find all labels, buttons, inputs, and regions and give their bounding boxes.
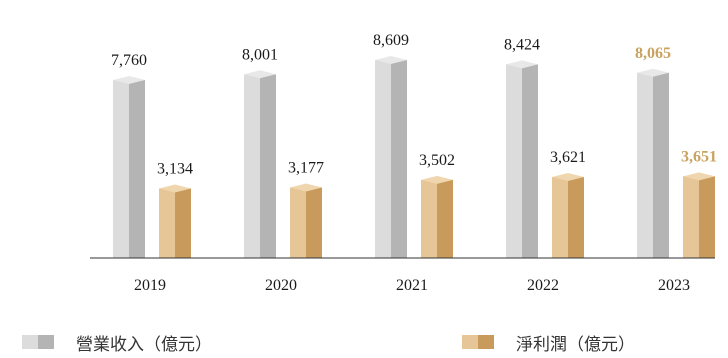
bar-chart: 7,760 3,134 8,001 3,177 8,609 3,502 8,424 3,621… xyxy=(90,32,717,294)
bar-revenue-2019-cap xyxy=(113,75,145,84)
profit-swatch xyxy=(462,335,494,349)
bar-revenue-2023-left-face xyxy=(637,72,653,258)
value-label-profit-2023: 3,651 xyxy=(681,148,717,165)
bar-profit-2019-cap xyxy=(159,184,191,193)
x-tick-label-2021: 2021 xyxy=(396,277,428,294)
bar-revenue-2021-cap xyxy=(375,56,407,65)
bar-profit-2019-left-face xyxy=(159,188,175,258)
bar-profit-2020 xyxy=(290,183,322,258)
x-tick-label-2020: 2020 xyxy=(265,277,297,294)
x-tick-labels: 2019 2020 2021 2022 2023 xyxy=(134,277,690,294)
legend-label-revenue: 營業收入（億元） xyxy=(76,334,212,355)
bar-profit-2022-cap xyxy=(552,173,584,182)
bars-group: 7,760 3,134 8,001 3,177 8,609 3,502 8,424 3,621… xyxy=(111,32,717,259)
legend-item-revenue: 營業收入（億元） xyxy=(22,330,212,355)
bar-revenue-2022-cap xyxy=(506,60,538,69)
bar-profit-2020-left-face xyxy=(290,187,306,258)
x-tick-label-2019: 2019 xyxy=(134,277,166,294)
bar-revenue-2020-right-face xyxy=(260,74,276,258)
bar-profit-2023-left-face xyxy=(683,176,699,258)
bar-revenue-2020-left-face xyxy=(244,74,260,258)
bar-revenue-2022 xyxy=(506,60,538,259)
revenue-swatch xyxy=(22,335,54,349)
bar-profit-2021-right-face xyxy=(437,179,453,258)
bar-profit-2021 xyxy=(421,175,453,258)
value-label-profit-2020: 3,177 xyxy=(288,159,324,176)
profit-swatch-dark xyxy=(478,335,494,349)
bar-profit-2020-cap xyxy=(290,183,322,192)
bar-revenue-2023-cap xyxy=(637,68,669,77)
revenue-swatch-light xyxy=(22,335,38,349)
bar-revenue-2021-left-face xyxy=(375,60,391,258)
bar-revenue-2020-cap xyxy=(244,70,276,79)
revenue-swatch-dark xyxy=(38,335,54,349)
value-label-profit-2022: 3,621 xyxy=(550,149,586,166)
bar-profit-2022-right-face xyxy=(568,177,584,258)
bar-profit-2023 xyxy=(683,172,715,258)
bar-revenue-2022-right-face xyxy=(522,64,538,259)
bar-revenue-2019-left-face xyxy=(113,79,129,258)
bar-profit-2023-cap xyxy=(683,172,715,181)
value-label-revenue-2021: 8,609 xyxy=(373,32,409,49)
bar-revenue-2019 xyxy=(113,75,145,258)
bar-revenue-2021-right-face xyxy=(391,60,407,258)
bar-profit-2021-left-face xyxy=(421,179,437,258)
legend-label-profit: 淨利潤（億元） xyxy=(516,334,635,355)
bar-revenue-2023-right-face xyxy=(653,72,669,258)
bar-profit-2019-right-face xyxy=(175,188,191,258)
profit-swatch-light xyxy=(462,335,478,349)
bar-profit-2023-right-face xyxy=(699,176,715,258)
bar-profit-2022 xyxy=(552,173,584,258)
value-label-revenue-2020: 8,001 xyxy=(242,46,278,63)
bar-revenue-2022-left-face xyxy=(506,64,522,259)
bar-profit-2021-cap xyxy=(421,175,453,184)
bar-profit-2022-left-face xyxy=(552,177,568,258)
x-tick-label-2022: 2022 xyxy=(527,277,559,294)
bar-profit-2019 xyxy=(159,184,191,258)
value-label-revenue-2022: 8,424 xyxy=(504,36,540,53)
value-label-revenue-2019: 7,760 xyxy=(111,52,147,69)
bar-profit-2020-right-face xyxy=(306,187,322,258)
bar-revenue-2023 xyxy=(637,68,669,258)
bar-revenue-2021 xyxy=(375,56,407,258)
legend-item-profit: 淨利潤（億元） xyxy=(462,330,635,355)
value-label-profit-2019: 3,134 xyxy=(157,160,193,177)
bar-revenue-2019-right-face xyxy=(129,79,145,258)
value-label-profit-2021: 3,502 xyxy=(419,152,455,169)
x-tick-label-2023: 2023 xyxy=(658,277,690,294)
bar-revenue-2020 xyxy=(244,70,276,258)
value-label-revenue-2023: 8,065 xyxy=(635,45,671,62)
